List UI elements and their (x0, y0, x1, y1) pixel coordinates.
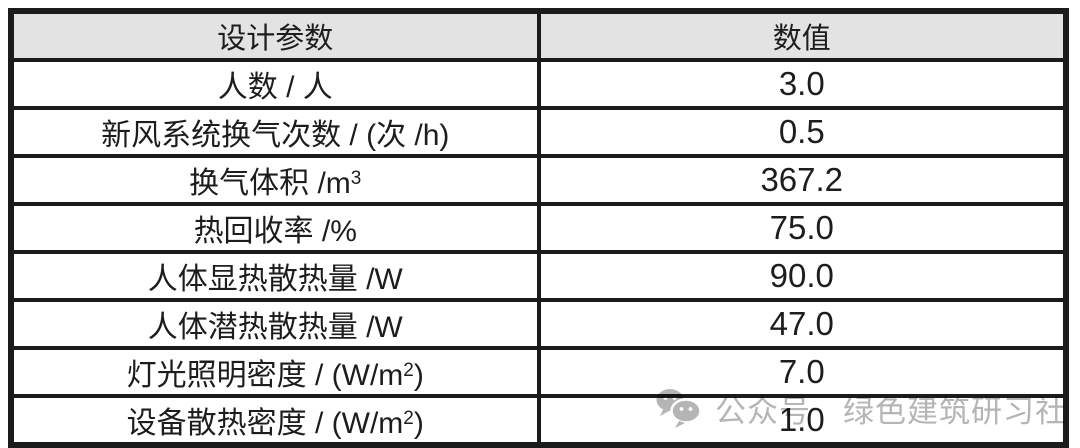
param-label: 人数 / 人 (217, 71, 333, 104)
param-cell: 设备散热密度 / (W/m2) (9, 394, 541, 447)
param-cell: 人数 / 人 (9, 58, 541, 110)
param-cell: 灯光照明密度 / (W/m2) (9, 346, 541, 398)
param-superscript: 2 (403, 408, 414, 430)
table-row: 热回收率 /% 75.0 (9, 202, 1068, 254)
param-superscript: 2 (403, 360, 414, 382)
value-cell: 90.0 (536, 250, 1068, 302)
value-cell: 7.0 (536, 346, 1068, 398)
param-superscript: 3 (350, 168, 362, 190)
param-column-header: 设计参数 (9, 9, 541, 62)
param-label-suffix: ) (413, 407, 424, 440)
param-cell: 热回收率 /% (9, 202, 541, 254)
table-body: 人数 / 人 3.0 新风系统换气次数 / (次 /h) 0.5 换气体积 /m… (9, 58, 1068, 447)
header-row: 设计参数 数值 (9, 9, 1068, 62)
table-row: 灯光照明密度 / (W/m2) 7.0 (9, 346, 1068, 398)
param-label-suffix: ) (413, 359, 424, 392)
value-cell: 1.0 (536, 394, 1068, 447)
param-cell: 新风系统换气次数 / (次 /h) (9, 106, 541, 158)
param-label: 新风系统换气次数 / (次 /h) (101, 119, 450, 152)
param-cell: 人体显热散热量 /W (9, 250, 541, 302)
table-row: 人体显热散热量 /W 90.0 (9, 250, 1068, 302)
param-label: 人体显热散热量 /W (147, 263, 403, 296)
table-row: 设备散热密度 / (W/m2) 1.0 (9, 394, 1068, 447)
table-row: 新风系统换气次数 / (次 /h) 0.5 (9, 106, 1068, 158)
param-label: 热回收率 /% (193, 215, 357, 248)
param-label: 设备散热密度 / (W/m (126, 407, 404, 440)
param-cell: 人体潜热散热量 /W (9, 298, 541, 350)
param-label: 人体潜热散热量 /W (147, 311, 403, 344)
param-cell: 换气体积 /m3 (9, 154, 541, 206)
table-row: 换气体积 /m3 367.2 (9, 154, 1068, 206)
param-label: 灯光照明密度 / (W/m (126, 359, 404, 392)
value-cell: 3.0 (536, 58, 1068, 110)
value-cell: 75.0 (536, 202, 1068, 254)
table-row: 人体潜热散热量 /W 47.0 (9, 298, 1068, 350)
value-cell: 367.2 (536, 154, 1068, 206)
table-row: 人数 / 人 3.0 (9, 58, 1068, 110)
design-parameters-table: 设计参数 数值 人数 / 人 3.0 新风系统换气次数 / (次 /h) 0.5… (8, 8, 1069, 448)
value-column-header: 数值 (536, 9, 1068, 62)
value-cell: 0.5 (536, 106, 1068, 158)
value-cell: 47.0 (536, 298, 1068, 350)
param-label: 换气体积 /m (189, 167, 351, 200)
